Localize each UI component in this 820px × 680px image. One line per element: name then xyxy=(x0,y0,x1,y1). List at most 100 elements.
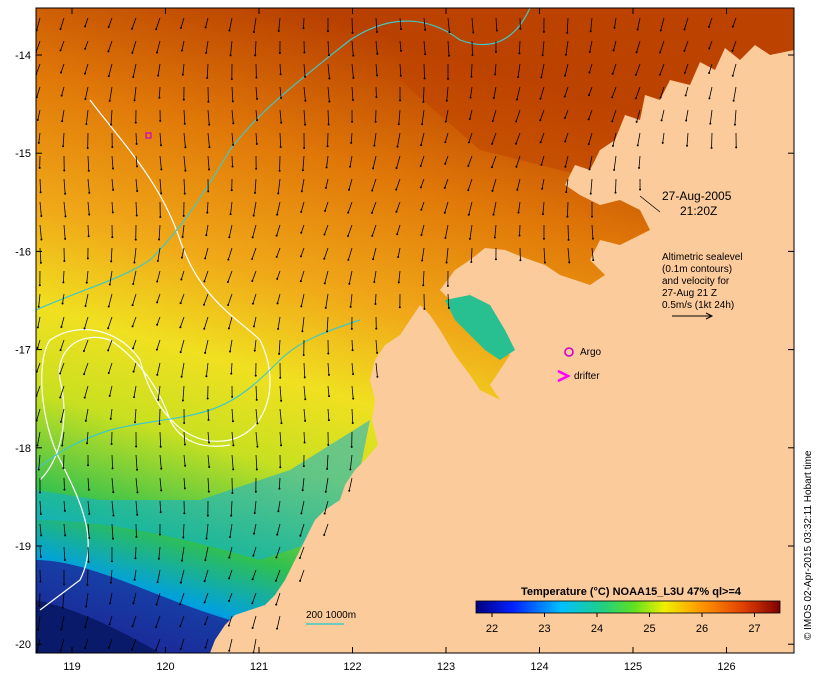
velocity-arrow xyxy=(491,155,497,168)
velocity-arrow xyxy=(255,454,258,470)
velocity-arrow-head xyxy=(276,213,279,216)
velocity-arrow xyxy=(231,155,233,167)
velocity-arrow xyxy=(156,362,161,375)
velocity-arrow-head xyxy=(323,512,326,515)
velocity-arrow-head xyxy=(327,352,330,355)
velocity-arrow xyxy=(204,592,209,603)
velocity-arrow-head xyxy=(156,581,159,584)
velocity-arrow-head xyxy=(591,215,594,218)
velocity-arrow-head xyxy=(158,422,161,425)
velocity-arrow xyxy=(207,109,210,125)
velocity-arrow-head xyxy=(64,192,67,195)
velocity-arrow xyxy=(86,431,89,444)
velocity-arrow-head xyxy=(564,165,567,168)
velocity-arrow xyxy=(109,592,113,604)
velocity-arrow xyxy=(39,592,41,607)
velocity-arrow-head xyxy=(444,236,447,239)
velocity-arrow xyxy=(660,86,665,98)
velocity-arrow xyxy=(84,638,89,649)
velocity-arrow xyxy=(566,201,569,217)
velocity-arrow-head xyxy=(84,304,87,307)
lon-tick-label: 126 xyxy=(717,661,735,673)
velocity-arrow-head xyxy=(230,514,233,517)
velocity-arrow-head xyxy=(228,599,231,602)
velocity-arrow xyxy=(85,86,89,100)
velocity-arrow-head xyxy=(110,560,113,563)
velocity-arrow xyxy=(348,178,353,190)
velocity-arrow xyxy=(254,40,257,56)
velocity-arrow-head xyxy=(399,28,402,31)
velocity-arrow-head xyxy=(231,420,234,423)
velocity-arrow xyxy=(36,63,41,75)
velocity-arrow xyxy=(278,17,281,32)
lon-tick-label: 123 xyxy=(437,661,455,673)
velocity-arrow-head xyxy=(568,261,571,264)
velocity-arrow-head xyxy=(304,419,307,422)
velocity-arrow-head xyxy=(324,306,327,309)
velocity-arrow xyxy=(159,500,162,513)
velocity-arrow-head xyxy=(155,603,158,606)
velocity-arrow-head xyxy=(38,605,41,608)
velocity-arrow xyxy=(158,546,161,559)
velocity-arrow xyxy=(303,362,306,378)
velocity-arrow xyxy=(131,638,137,650)
velocity-arrow-head xyxy=(86,442,89,445)
velocity-arrow-head xyxy=(323,257,326,260)
velocity-arrow-head xyxy=(563,95,566,98)
velocity-arrow-head xyxy=(158,96,161,99)
velocity-arrow-head xyxy=(84,47,87,50)
velocity-arrow xyxy=(423,40,426,55)
velocity-arrow-head xyxy=(251,578,254,581)
velocity-arrow xyxy=(277,293,281,304)
velocity-arrow xyxy=(206,201,209,213)
velocity-arrow-head xyxy=(323,233,326,236)
velocity-arrow-head xyxy=(136,513,139,516)
velocity-arrow-head xyxy=(634,73,637,76)
velocity-arrow-head xyxy=(208,123,211,126)
velocity-arrow xyxy=(179,592,185,605)
velocity-arrow xyxy=(156,293,161,303)
velocity-arrow-head xyxy=(349,468,352,471)
velocity-arrow-head xyxy=(205,537,208,540)
velocity-arrow xyxy=(84,63,89,74)
velocity-arrow-head xyxy=(82,350,85,353)
velocity-arrow-head xyxy=(301,330,304,333)
velocity-arrow-head xyxy=(348,282,351,285)
velocity-arrow-head xyxy=(111,145,114,148)
velocity-arrow xyxy=(255,132,258,145)
velocity-arrow xyxy=(62,270,65,283)
colorbar-tick-label: 24 xyxy=(591,623,603,635)
velocity-arrow-head xyxy=(541,213,544,216)
velocity-arrow xyxy=(157,385,161,400)
velocity-arrow xyxy=(351,385,354,399)
velocity-arrow xyxy=(371,178,377,191)
velocity-arrow-head xyxy=(564,116,567,119)
velocity-arrow xyxy=(110,247,113,262)
velocity-arrow-head xyxy=(400,49,403,52)
velocity-arrow-head xyxy=(156,280,159,283)
velocity-arrow-head xyxy=(38,284,41,287)
velocity-arrow xyxy=(230,201,233,215)
velocity-arrow-head xyxy=(61,444,64,447)
velocity-arrow-head xyxy=(708,97,711,100)
velocity-arrow-head xyxy=(84,419,87,422)
velocity-arrow xyxy=(39,500,42,515)
velocity-arrow-head xyxy=(85,281,88,284)
velocity-arrow xyxy=(613,155,617,170)
velocity-arrow-head xyxy=(86,257,89,260)
velocity-arrow xyxy=(203,316,209,329)
velocity-arrow xyxy=(564,63,569,76)
velocity-arrow xyxy=(347,201,353,213)
lat-tick-label: -19 xyxy=(15,541,31,553)
velocity-arrow-head xyxy=(111,211,114,214)
velocity-arrow xyxy=(228,592,233,601)
velocity-arrow xyxy=(63,201,66,217)
velocity-arrow-head xyxy=(182,536,185,539)
velocity-arrow-head xyxy=(515,165,518,168)
velocity-arrow xyxy=(396,224,401,235)
velocity-arrow-head xyxy=(350,327,353,330)
velocity-arrow xyxy=(87,224,90,237)
velocity-arrow xyxy=(516,178,521,190)
velocity-arrow-head xyxy=(59,396,62,399)
velocity-arrow-head xyxy=(539,119,542,122)
